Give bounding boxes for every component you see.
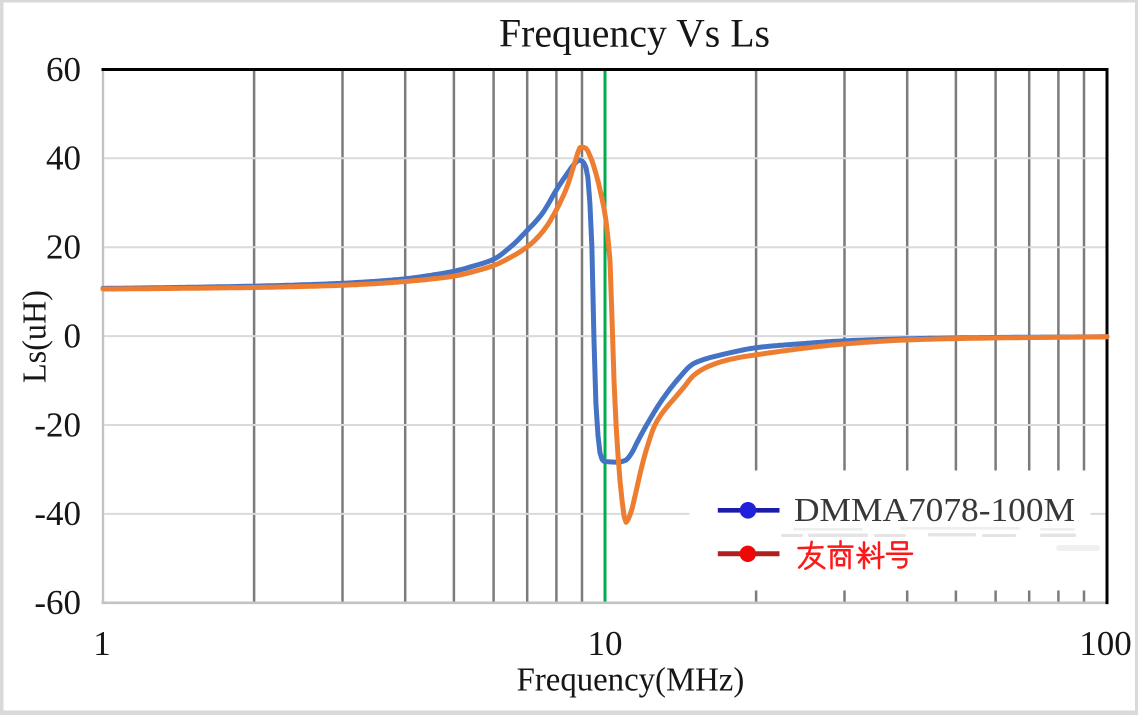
- svg-text:DMMA7078-100M: DMMA7078-100M: [794, 492, 1075, 529]
- svg-text:-60: -60: [34, 583, 81, 622]
- svg-text:60: 60: [46, 50, 81, 89]
- svg-text:100: 100: [1079, 624, 1132, 663]
- svg-text:Frequency(MHz): Frequency(MHz): [517, 661, 745, 698]
- svg-text:Frequency Vs Ls: Frequency Vs Ls: [499, 11, 770, 56]
- svg-text:20: 20: [46, 228, 81, 267]
- svg-text:10: 10: [588, 624, 623, 663]
- svg-text:0: 0: [64, 316, 82, 355]
- svg-text:-40: -40: [34, 494, 81, 533]
- svg-text:Ls(uH): Ls(uH): [17, 290, 54, 383]
- svg-text:-20: -20: [34, 405, 81, 444]
- svg-text:1: 1: [93, 624, 111, 663]
- svg-text:40: 40: [46, 139, 81, 178]
